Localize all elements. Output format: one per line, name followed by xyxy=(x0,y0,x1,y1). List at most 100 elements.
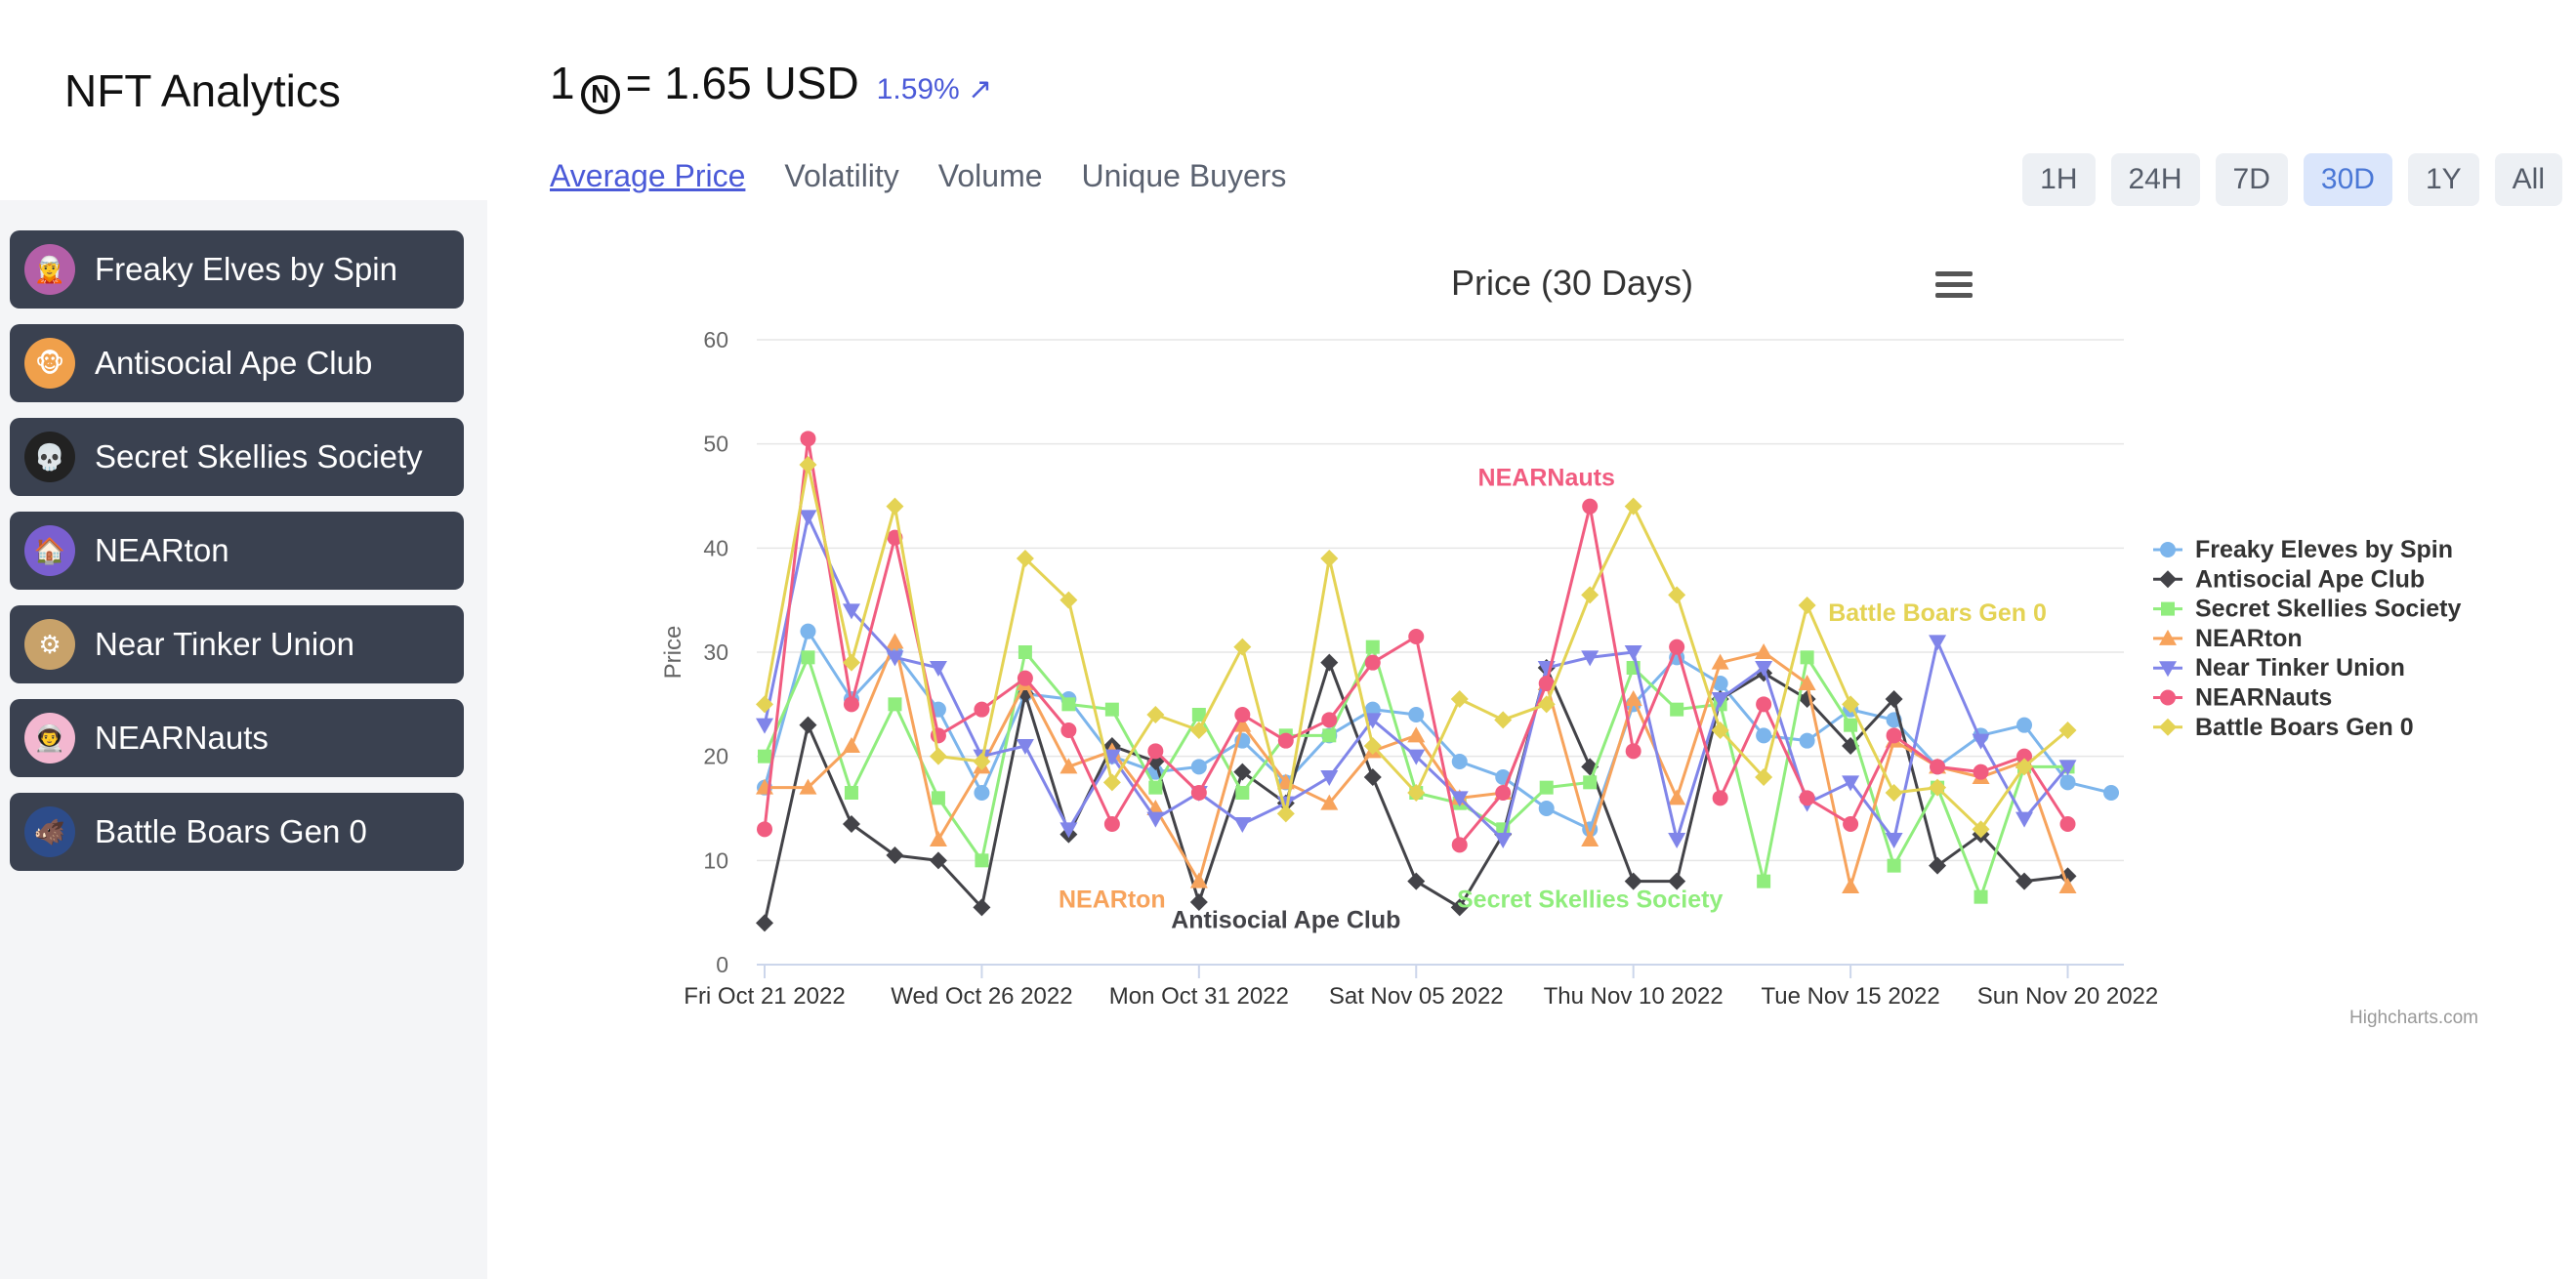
tab-volume[interactable]: Volume xyxy=(937,158,1043,193)
data-point xyxy=(1233,763,1252,781)
data-point xyxy=(2159,629,2177,645)
data-point xyxy=(1234,707,1251,722)
data-point xyxy=(2015,811,2034,828)
collection-item[interactable]: 🧝 Freaky Elves by Spin xyxy=(10,230,464,309)
data-point xyxy=(1712,790,1728,806)
data-point xyxy=(1755,768,1773,786)
collection-item[interactable]: 🐗 Battle Boars Gen 0 xyxy=(10,793,464,871)
tab-unique-buyers[interactable]: Unique Buyers xyxy=(1081,158,1287,193)
data-point xyxy=(1191,708,1206,722)
legend-label: Near Tinker Union xyxy=(2195,654,2405,681)
data-point xyxy=(1798,597,1816,614)
data-point xyxy=(1583,775,1598,790)
data-point xyxy=(1581,586,1600,604)
collection-item[interactable]: 🐵 Antisocial Ape Club xyxy=(10,324,464,402)
series-freaky-eleves-by-spin xyxy=(757,623,2119,838)
data-point xyxy=(1668,789,1686,805)
data-point xyxy=(1102,749,1121,765)
collection-item[interactable]: 🏠 NEARton xyxy=(10,512,464,590)
data-point xyxy=(1757,874,1771,888)
data-point xyxy=(1059,758,1078,774)
data-point xyxy=(1147,743,1164,760)
data-point xyxy=(800,431,816,447)
legend-item[interactable]: Secret Skellies Society xyxy=(2153,596,2461,623)
data-point xyxy=(1624,645,1642,661)
legend-item[interactable]: NEARton xyxy=(2153,625,2303,652)
range-button-7d[interactable]: 7D xyxy=(2215,153,2288,206)
data-point xyxy=(1885,784,1903,802)
data-point xyxy=(801,650,815,665)
data-point xyxy=(1756,696,1772,713)
chart-menu-button[interactable] xyxy=(1935,271,1973,303)
range-button-30d[interactable]: 30D xyxy=(2303,153,2392,206)
chart-title: Price (30 Days) xyxy=(1451,263,1693,303)
data-point xyxy=(1450,791,1469,807)
data-point xyxy=(2016,748,2033,764)
data-point xyxy=(1755,661,1773,677)
data-point xyxy=(2059,816,2076,832)
collection-item-label: Antisocial Ape Club xyxy=(95,345,373,381)
data-point xyxy=(1887,858,1901,873)
legend-item[interactable]: Near Tinker Union xyxy=(2153,654,2405,681)
data-point xyxy=(1059,822,1078,839)
data-point xyxy=(1929,635,1947,651)
tab-average-price[interactable]: Average Price xyxy=(550,158,746,193)
data-point xyxy=(1363,713,1382,729)
data-point xyxy=(1929,856,1947,875)
data-point xyxy=(1974,889,1988,904)
collection-item[interactable]: 💀 Secret Skellies Society xyxy=(10,418,464,496)
data-point xyxy=(1148,780,1163,795)
data-point xyxy=(1494,833,1513,848)
data-point xyxy=(2015,758,2034,776)
data-point xyxy=(2159,718,2177,736)
data-point xyxy=(1624,690,1642,706)
data-point xyxy=(975,853,989,868)
boar-avatar-icon: 🐗 xyxy=(24,806,75,857)
data-point xyxy=(2059,774,2076,791)
legend-label: NEARNauts xyxy=(2195,684,2332,712)
data-point xyxy=(929,851,947,870)
data-point xyxy=(1276,805,1295,823)
tab-volatility[interactable]: Volatility xyxy=(784,158,899,193)
metric-tabs: Average Price Volatility Volume Unique Buye… xyxy=(550,158,1286,194)
collection-item[interactable]: ⚙ Near Tinker Union xyxy=(10,605,464,683)
y-tick-label: 60 xyxy=(703,327,728,352)
range-button-1y[interactable]: 1Y xyxy=(2407,153,2479,206)
y-axis-label: Price xyxy=(660,626,686,680)
data-point xyxy=(929,661,947,677)
data-point xyxy=(973,898,991,917)
data-point xyxy=(1104,702,1119,717)
elf-avatar-icon: 🧝 xyxy=(24,244,75,295)
range-button-24h[interactable]: 24H xyxy=(2110,153,2200,206)
sidebar: NFT Analytics 🧝 Freaky Elves by Spin 🐵 Anti… xyxy=(0,0,487,1279)
data-point xyxy=(2058,760,2077,776)
series-annotation: Battle Boars Gen 0 xyxy=(1828,599,2047,627)
data-point xyxy=(1451,754,1468,769)
price-header: 1 N = 1.65 USD 1.59% ↗ xyxy=(550,57,992,114)
collection-item[interactable]: 👨‍🚀 NEARNauts xyxy=(10,699,464,777)
data-point xyxy=(1320,653,1339,672)
data-point xyxy=(842,603,860,620)
legend-label: Freaky Eleves by Spin xyxy=(2195,536,2453,563)
data-point xyxy=(842,815,860,833)
data-point xyxy=(1711,653,1729,670)
data-point xyxy=(1189,722,1208,739)
legend-item[interactable]: NEARNauts xyxy=(2153,684,2332,712)
data-point xyxy=(1233,817,1252,833)
data-point xyxy=(2103,785,2119,801)
legend-item[interactable]: Battle Boars Gen 0 xyxy=(2153,714,2414,741)
legend-item[interactable]: Antisocial Ape Club xyxy=(2153,565,2425,593)
data-point xyxy=(799,456,817,474)
data-point xyxy=(1842,695,1860,714)
legend-item[interactable]: Freaky Eleves by Spin xyxy=(2153,536,2453,563)
data-point xyxy=(1624,872,1642,890)
x-tick-label: Tue Nov 15 2022 xyxy=(1761,983,1939,1010)
data-point xyxy=(842,737,860,753)
range-button-1h[interactable]: 1H xyxy=(2022,153,2096,206)
data-point xyxy=(1017,670,1033,686)
data-point xyxy=(844,786,858,800)
range-button-all[interactable]: All xyxy=(2494,153,2562,206)
nearton-avatar-icon: 🏠 xyxy=(24,525,75,576)
data-point xyxy=(2161,601,2175,616)
data-point xyxy=(1450,690,1469,708)
